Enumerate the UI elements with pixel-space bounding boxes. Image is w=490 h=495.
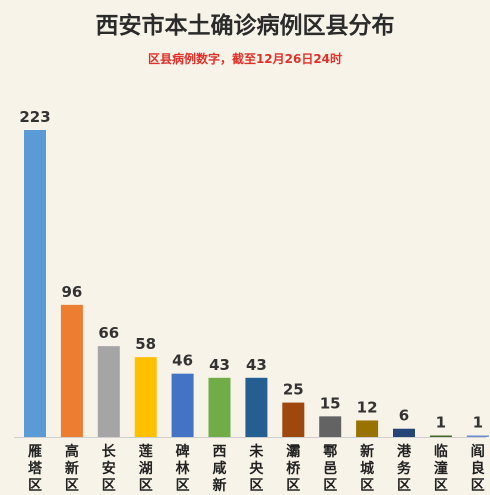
data-label-7: 43	[246, 356, 267, 374]
data-label-12: 1	[436, 414, 446, 432]
category-label-6: 西咸新	[213, 444, 227, 494]
bar-7	[245, 377, 268, 437]
bar-11	[393, 428, 415, 437]
data-label-11: 6	[399, 407, 409, 425]
data-label-5: 46	[172, 352, 193, 370]
category-label-10: 新城区	[360, 443, 374, 494]
category-label-3: 长安区	[102, 443, 117, 494]
category-label-1: 雁塔区	[28, 444, 43, 494]
data-label-9: 15	[320, 394, 341, 412]
bar-3	[97, 346, 120, 437]
data-label-8: 25	[283, 381, 304, 399]
category-label-11: 港务区	[397, 443, 412, 494]
data-label-6: 43	[209, 356, 230, 374]
data-label-4: 58	[135, 335, 156, 353]
data-label-10: 12	[357, 398, 378, 416]
data-label-2: 96	[61, 283, 82, 301]
category-label-5: 碑林区	[176, 443, 190, 494]
category-label-9: 鄠邑区	[323, 443, 337, 494]
bar-8	[282, 402, 305, 437]
bar-4	[134, 357, 157, 437]
chart-title: 西安市本土确诊病例区县分布	[95, 13, 395, 39]
bar-9	[319, 416, 342, 437]
bar-1	[24, 130, 46, 437]
data-label-3: 66	[98, 324, 119, 342]
data-label-1: 223	[19, 108, 50, 126]
bar-13	[466, 435, 489, 437]
bar-12	[429, 435, 452, 437]
category-label-8: 灞桥区	[286, 443, 301, 494]
category-label-4: 莲湖区	[139, 443, 153, 494]
bar-6	[208, 377, 231, 437]
data-label-13: 1	[473, 414, 483, 432]
bar-5	[171, 373, 194, 437]
bar-2	[60, 304, 83, 437]
bar-10	[356, 420, 379, 437]
category-label-7: 未央区	[249, 443, 264, 494]
category-label-13: 阎良区	[471, 443, 485, 494]
category-label-2: 高新区	[65, 443, 79, 494]
chart-subtitle: 区县病例数字，截至12月26日24时	[147, 52, 343, 66]
category-label-12: 临潼区	[434, 443, 448, 494]
